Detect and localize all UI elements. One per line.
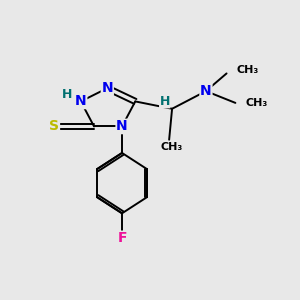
Text: CH₃: CH₃ xyxy=(161,142,183,152)
Text: S: S xyxy=(49,119,59,134)
Text: N: N xyxy=(116,119,128,134)
Text: CH₃: CH₃ xyxy=(237,65,259,76)
Text: N: N xyxy=(75,94,87,108)
Text: N: N xyxy=(101,81,113,95)
Text: N: N xyxy=(200,84,212,98)
Text: H: H xyxy=(160,95,170,108)
Text: CH₃: CH₃ xyxy=(246,98,268,108)
Text: F: F xyxy=(117,231,127,245)
Text: H: H xyxy=(62,88,73,100)
